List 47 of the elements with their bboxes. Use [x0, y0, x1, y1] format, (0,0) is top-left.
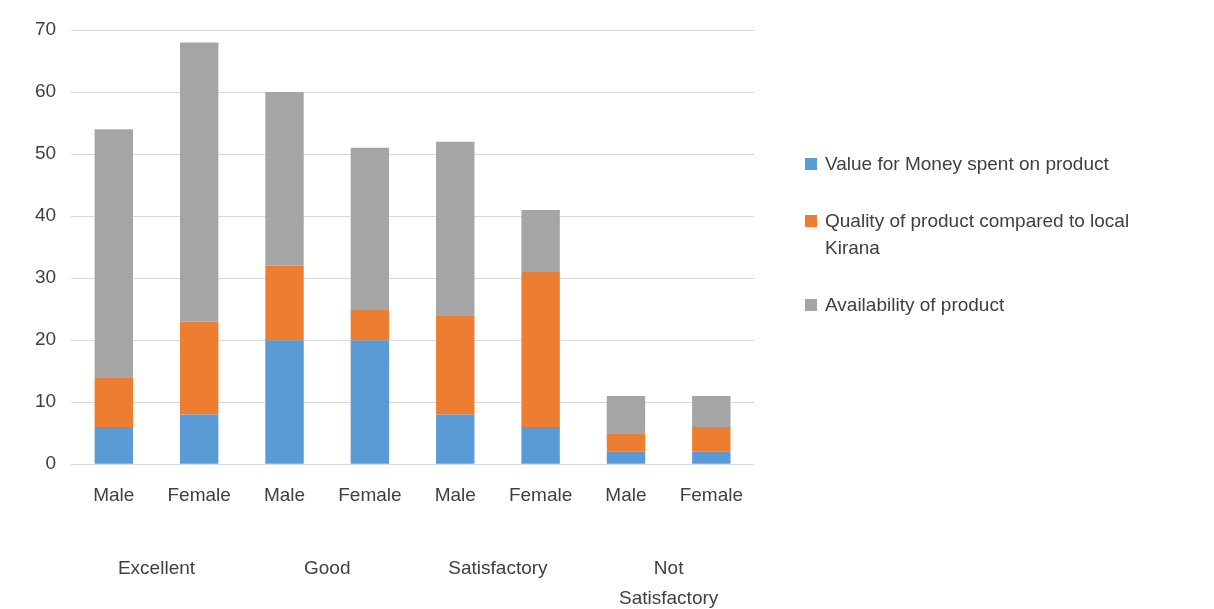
y-tick-label: 30: [34, 266, 57, 288]
bar: [350, 309, 390, 341]
x-tick-label: Male: [93, 483, 135, 505]
text: Not Satisfactory: [619, 557, 719, 608]
bar: [350, 147, 390, 310]
bar: [436, 315, 475, 415]
y-tick-label: 70: [34, 18, 57, 40]
bar: [94, 129, 134, 378]
bar: [521, 209, 560, 272]
x-tick-label: Male: [605, 483, 647, 505]
bar: [692, 426, 731, 452]
x-tick-label: Male: [263, 483, 306, 505]
text: Satisfactory: [448, 557, 549, 578]
bar: [94, 426, 134, 464]
bar: [692, 451, 731, 464]
bar: [265, 265, 304, 341]
bar: [436, 141, 475, 316]
y-tick-label: 0: [45, 452, 57, 474]
bar: [179, 321, 219, 415]
bar: [179, 42, 219, 322]
x-tick-label: Female: [167, 483, 231, 505]
bar: [265, 340, 304, 464]
text: Good: [303, 557, 351, 578]
x-tick-label: Female: [679, 483, 743, 505]
bar: [606, 395, 646, 434]
x-tick-label: Female: [338, 483, 402, 505]
text: Excellent: [117, 557, 196, 578]
bar: [606, 451, 646, 464]
bar: [521, 271, 560, 427]
x-tick-label: Male: [434, 483, 476, 505]
y-tick-label: 60: [34, 80, 57, 102]
bar: [606, 433, 646, 452]
y-tick-label: 10: [34, 390, 57, 412]
y-tick-label: 40: [34, 204, 57, 226]
legend-label: Quality of product compared to local Kirana: [825, 209, 1131, 260]
bar: [521, 426, 560, 464]
legend-label: Value for Money spent on product: [825, 152, 1109, 176]
bar: [265, 92, 304, 266]
bar: [94, 377, 134, 427]
legend-label: Availability of product: [825, 293, 1005, 317]
bar: [436, 414, 475, 464]
bar: [179, 414, 219, 464]
bar: [350, 340, 390, 464]
x-tick-label: Female: [508, 483, 573, 505]
y-tick-label: 20: [34, 328, 57, 350]
bar: [692, 395, 731, 427]
y-tick-label: 50: [34, 142, 57, 164]
